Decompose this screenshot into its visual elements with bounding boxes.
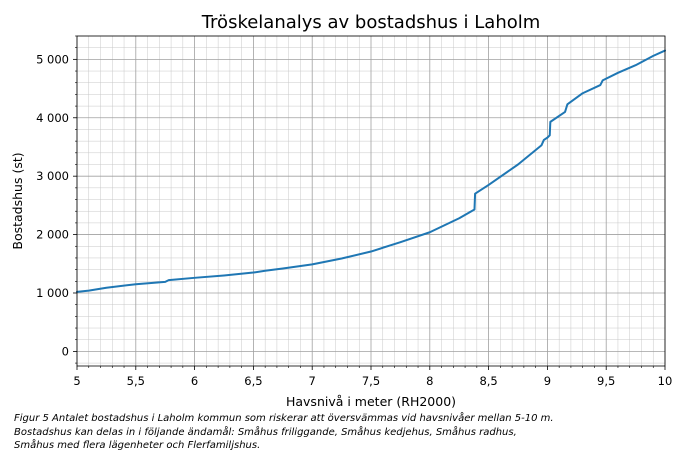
caption-line-2: Bostadshus kan delas in i följande ändam… <box>14 426 517 438</box>
x-axis-label: Havsnivå i meter (RH2000) <box>286 394 456 409</box>
caption-line-1: Figur 5 Antalet bostadshus i Laholm komm… <box>14 413 554 424</box>
series-line <box>76 49 666 293</box>
y-tick-label: 1 000 <box>36 286 69 300</box>
y-axis-label: Bostadshus (st) <box>10 152 25 249</box>
y-tick-label: 0 <box>62 344 69 358</box>
y-tick-label: 5 000 <box>36 52 69 66</box>
x-tick-label: 9,5 <box>597 374 615 388</box>
x-tick-label: 6 <box>191 374 198 388</box>
x-tick-label: 8,5 <box>479 374 497 388</box>
y-tick-label: 4 000 <box>36 111 69 125</box>
caption-line-3: Småhus med flera lägenheter och Flerfami… <box>14 440 261 451</box>
series-group <box>76 49 666 293</box>
x-tick-labels: 5 5,5 6 6,5 7 7,5 8 8,5 9 9,5 10 <box>73 374 672 388</box>
y-tick-labels: 0 1 000 2 000 3 000 4 000 5 000 <box>36 52 69 358</box>
figure-caption: Figur 5 Antalet bostadshus i Laholm komm… <box>14 412 694 453</box>
major-grid <box>76 36 666 366</box>
x-tick-label: 7,5 <box>362 374 380 388</box>
y-tick-label: 2 000 <box>36 228 69 242</box>
x-tick-label: 5 <box>73 374 80 388</box>
ticks <box>73 35 666 370</box>
x-tick-label: 6,5 <box>244 374 262 388</box>
y-tick-label: 3 000 <box>36 169 69 183</box>
chart-title: Tröskelanalys av bostadshus i Laholm <box>201 12 541 33</box>
x-tick-label: 8 <box>426 374 433 388</box>
x-tick-label: 10 <box>658 374 673 388</box>
x-tick-label: 7 <box>309 374 316 388</box>
x-tick-label: 5,5 <box>127 374 145 388</box>
x-tick-label: 9 <box>544 374 551 388</box>
